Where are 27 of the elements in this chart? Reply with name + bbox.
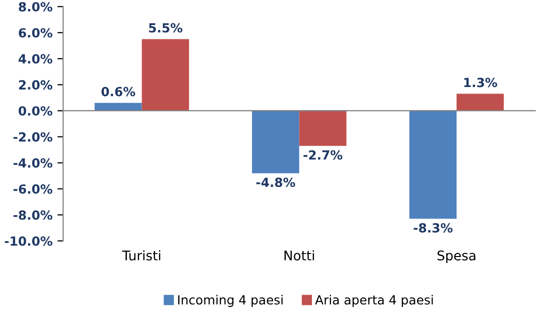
y-tick-label: 6.0% [18, 28, 52, 38]
data-label: -2.7% [304, 150, 342, 160]
legend-label: Incoming 4 paesi [178, 294, 283, 307]
x-tick-label: Spesa [438, 250, 476, 264]
y-tick-label: -4.0% [14, 158, 52, 168]
y-tick-label: -6.0% [14, 184, 52, 194]
x-tick-label: Turisti [122, 250, 160, 260]
y-tick-label: 4.0% [18, 54, 52, 64]
legend-label: Aria aperta 4 paesi [315, 294, 433, 307]
x-tick-label: Notti [284, 250, 314, 260]
data-label: 1.3% [464, 78, 498, 88]
bar [252, 110, 300, 174]
data-label: -4.8% [256, 178, 296, 188]
bar [409, 110, 457, 219]
data-label: -8.3% [414, 223, 453, 233]
y-tick-label: -2.0% [14, 132, 52, 142]
bar [142, 39, 190, 111]
y-tick-label: -8.0% [14, 210, 52, 220]
bar [299, 110, 346, 146]
data-label: 5.5% [149, 23, 182, 33]
y-tick-label: -10.0% [4, 236, 52, 246]
y-tick-label: 2.0% [19, 80, 52, 90]
y-tick-label: 0.0% [18, 106, 52, 116]
bar [94, 102, 142, 111]
y-tick-label: 8.0% [18, 2, 52, 12]
bar [456, 94, 504, 111]
data-label: 0.6% [101, 86, 136, 96]
